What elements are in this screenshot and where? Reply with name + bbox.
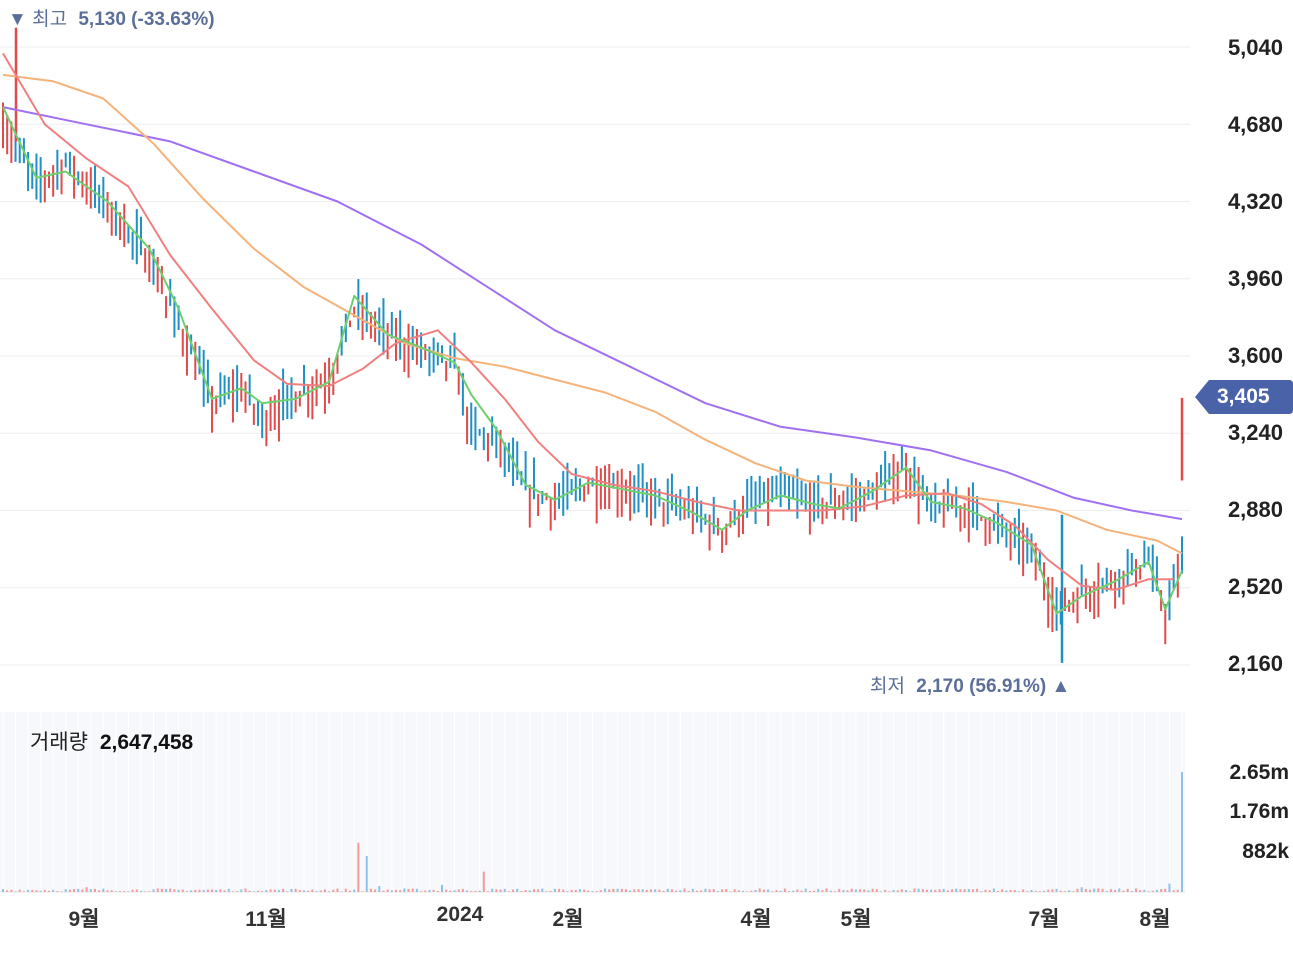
x-tick: 7월 (1028, 908, 1060, 931)
current-price-tag: 3,405 (1195, 380, 1293, 414)
x-tick: 2024 (436, 903, 484, 926)
y-tick: 3,600 (1227, 343, 1283, 368)
y-tick: 2,520 (1227, 574, 1283, 599)
x-tick: 2월 (552, 908, 584, 931)
high-price-label: ▼ 최고 5,130 (-33.63%) (8, 4, 215, 31)
y-tick: 5,040 (1227, 35, 1283, 60)
low-marker: ▲ (1051, 676, 1071, 697)
ma60-line (2, 73, 1183, 555)
x-tick: 8월 (1139, 908, 1171, 931)
x-tick: 5월 (840, 908, 872, 931)
low-price-label: 최저 2,170 (56.91%) ▲ (870, 671, 1070, 698)
x-tick: 11월 (245, 908, 287, 931)
volume-label: 거래량 2,647,458 (30, 726, 193, 756)
low-label-text: 최저 (870, 676, 905, 697)
x-tick: 9월 (68, 908, 100, 931)
low-price-value: 2,170 (56.91%) (916, 676, 1047, 697)
y-tick: 4,680 (1227, 112, 1283, 137)
high-marker: ▼ (8, 9, 27, 30)
volume-tick: 882k (1242, 840, 1289, 863)
y-tick: 4,320 (1227, 189, 1283, 214)
price-tag-shape (1195, 380, 1293, 414)
volume-label-text: 거래량 (30, 731, 88, 754)
ma5-line (2, 106, 1183, 615)
volume-tick: 1.76m (1229, 800, 1289, 823)
y-tick: 2,160 (1227, 651, 1283, 676)
high-label-text: 최고 (32, 9, 68, 30)
high-price-value: 5,130 (-33.63%) (78, 9, 215, 30)
volume-value: 2,647,458 (99, 731, 194, 754)
ma20-line (2, 52, 1174, 591)
y-tick: 3,960 (1227, 266, 1283, 291)
y-tick: 3,240 (1227, 420, 1283, 445)
x-tick: 4월 (740, 908, 772, 931)
volume-tick: 2.65m (1229, 761, 1289, 784)
ma120-line (2, 106, 1183, 521)
y-tick: 2,880 (1227, 497, 1283, 522)
current-price-value: 3,405 (1217, 385, 1270, 408)
